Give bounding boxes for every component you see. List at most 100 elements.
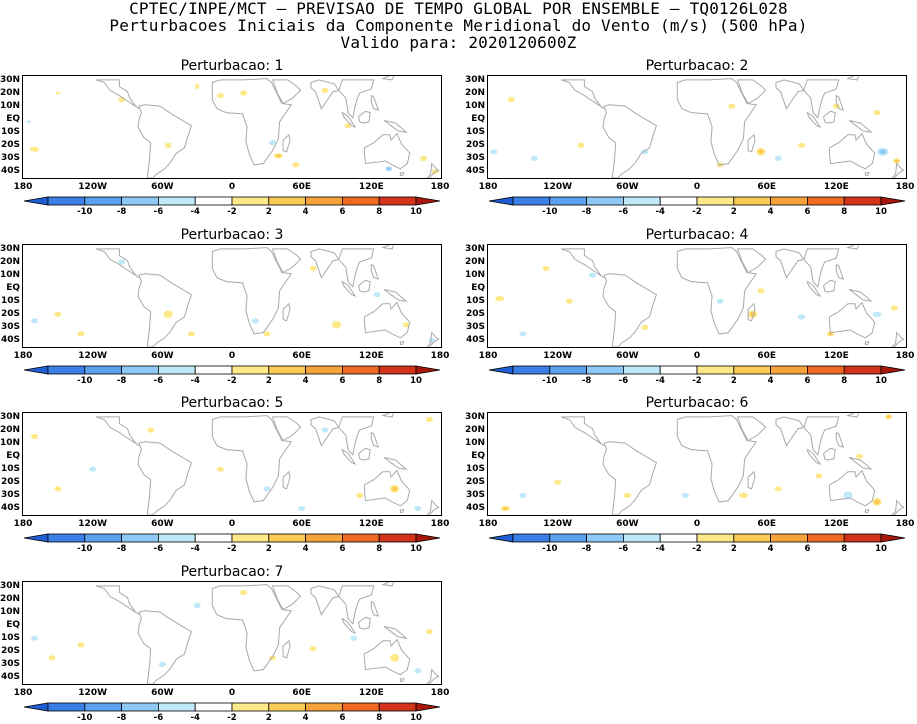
colorbar-level-label: 4 — [768, 376, 774, 384]
coastline — [358, 447, 371, 461]
colorbar: -10 -8 -6 -4 -2 2 4 6 8 10 — [487, 532, 907, 552]
positive-anomaly-contour — [30, 146, 40, 152]
negative-anomaly-contour — [530, 155, 538, 161]
colorbar-segment — [378, 702, 417, 712]
lat-tick-label: 10S — [0, 464, 20, 475]
lat-tick-label: EQ — [471, 283, 485, 294]
coastline — [370, 263, 380, 280]
colorbar-level-label: -8 — [582, 544, 592, 552]
colorbar-max-arrow — [415, 196, 441, 206]
colorbar-level-label: 10 — [875, 544, 887, 552]
colorbar: -10 -8 -6 -4 -2 2 4 6 8 10 — [22, 701, 442, 721]
coastline — [835, 94, 845, 111]
lon-tick-label: 120E — [358, 519, 384, 529]
negative-anomaly-contour — [89, 466, 97, 472]
colorbar-level-label: -2 — [227, 207, 237, 215]
positive-anomaly-contour — [194, 83, 200, 90]
lat-tick-label: 10N — [0, 270, 21, 281]
positive-anomaly-contour — [77, 642, 85, 648]
lon-tick-label: 180 — [430, 351, 450, 361]
panel-perturbacao-2: Perturbacao: 2 30N 20N 10N EQ 10S 20S 30S 40S 180… — [465, 58, 914, 218]
coastline — [399, 509, 405, 513]
coastline — [271, 79, 302, 105]
colorbar-segment — [305, 196, 343, 206]
lat-tick-label: 40S — [0, 503, 20, 514]
coastline — [806, 448, 822, 466]
coastline — [823, 110, 836, 124]
lat-tick-label: 10S — [0, 296, 20, 307]
lat-tick-label: 20N — [465, 88, 486, 98]
coastline — [426, 668, 440, 684]
colorbar-level-label: -10 — [77, 713, 92, 721]
negative-anomaly-contour — [350, 635, 358, 641]
coastline — [370, 94, 380, 111]
lon-tick-label: 60E — [757, 351, 776, 361]
colorbar-segment — [157, 702, 196, 712]
colorbar-level-label: 2 — [731, 207, 737, 215]
colorbar-level-label: 8 — [376, 376, 382, 384]
coastline — [137, 104, 193, 178]
colorbar-level-label: 10 — [410, 207, 422, 215]
lat-tick-label: 30N — [0, 74, 21, 85]
positive-anomaly-contour — [240, 90, 248, 96]
negative-anomaly-contour — [298, 505, 306, 512]
colorbar-level-label: -8 — [117, 713, 127, 721]
colorbar-level-label: 6 — [339, 207, 345, 215]
colorbar-level-label: -4 — [190, 544, 200, 552]
colorbar-segment — [231, 702, 270, 712]
lon-tick-label: 120E — [823, 519, 849, 529]
colorbar-min-arrow — [488, 533, 514, 543]
negative-anomaly-contour — [879, 149, 887, 155]
colorbar-segment — [622, 533, 661, 543]
positive-anomaly-contour — [507, 96, 515, 103]
negative-anomaly-contour — [872, 311, 882, 317]
positive-anomaly-contour — [728, 103, 736, 109]
colorbar-segment — [696, 196, 735, 206]
coastline — [828, 132, 876, 170]
colorbar-segment — [305, 702, 343, 712]
coastline — [828, 301, 876, 339]
positive-anomaly-contour — [554, 479, 562, 485]
colorbar-min-arrow — [488, 196, 514, 206]
colorbar-segment — [268, 196, 307, 206]
colorbar-segment — [378, 196, 417, 206]
lat-tick-label: 20S — [0, 309, 20, 320]
lat-tick-label: 30S — [0, 490, 20, 501]
positive-anomaly-contour — [874, 499, 880, 505]
positive-anomaly-contour — [321, 87, 329, 93]
lon-tick-label: 120W — [543, 519, 573, 529]
lat-tick-label: 40S — [465, 503, 485, 514]
colorbar-segment — [696, 533, 735, 543]
coastline — [310, 585, 340, 616]
colorbar-max-arrow — [880, 533, 906, 543]
positive-anomaly-contour — [163, 310, 173, 319]
colorbar-level-label: -4 — [190, 207, 200, 215]
lat-tick-label: 20S — [465, 309, 485, 320]
colorbar-level-label: -10 — [542, 544, 557, 552]
colorbar-level-label: 4 — [768, 544, 774, 552]
colorbar-level-label: -10 — [542, 376, 557, 384]
lon-tick-label: 0 — [228, 519, 236, 529]
positive-anomaly-contour — [216, 93, 224, 99]
lon-tick-label: 60E — [757, 182, 776, 192]
coastline — [736, 79, 767, 105]
coastline — [341, 111, 357, 129]
coastline — [835, 431, 845, 448]
coastline — [803, 416, 840, 456]
lon-tick-label: 60W — [616, 182, 639, 192]
colorbar-segment — [806, 533, 845, 543]
colorbar-level-label: 8 — [841, 207, 847, 215]
colorbar-segment — [305, 533, 343, 543]
colorbar-max-arrow — [415, 702, 441, 712]
lon-tick-label: 120E — [823, 182, 849, 192]
colorbar-max-arrow — [880, 365, 906, 375]
lon-tick-label: 120E — [358, 182, 384, 192]
coastline — [823, 279, 836, 293]
lon-tick-label: 60W — [151, 688, 174, 698]
lon-tick-label: 60W — [616, 351, 639, 361]
lat-tick-label: 40S — [465, 335, 485, 346]
negative-anomaly-contour — [681, 492, 689, 498]
colorbar-svg: -10 -8 -6 -4 -2 2 4 6 8 10 — [488, 365, 906, 384]
colorbar-segment — [47, 533, 86, 543]
panel-perturbacao-7: Perturbacao: 7 30N 20N 10N EQ 10S 20S 30S 40S 180… — [0, 564, 449, 724]
